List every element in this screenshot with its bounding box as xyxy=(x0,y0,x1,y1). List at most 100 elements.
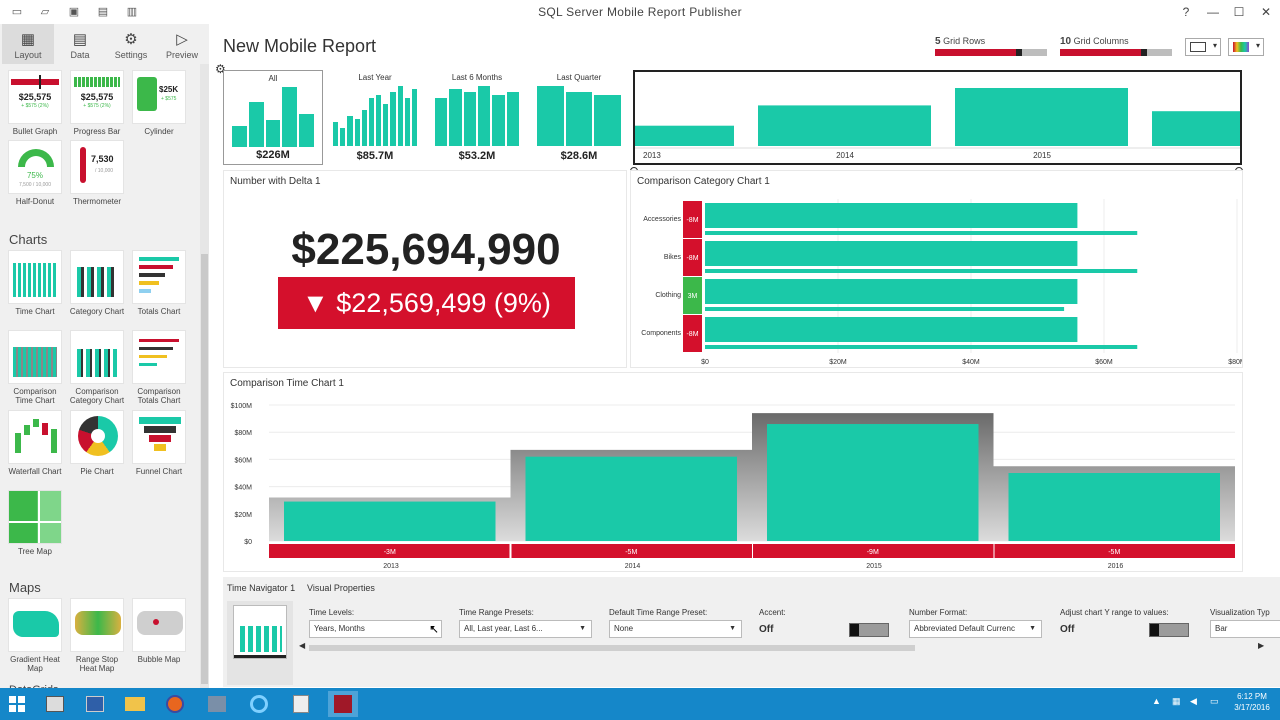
tab-visual-properties[interactable]: Visual Properties xyxy=(307,583,375,593)
report-title[interactable]: New Mobile Report xyxy=(223,36,377,56)
time-navigator-tile[interactable]: Last 6 Months $53.2M xyxy=(427,70,527,165)
timeline-year-label: 2015 xyxy=(1033,151,1051,160)
gallery-tile[interactable]: 75% 7,500 / 10,000 Half-Donut xyxy=(7,140,63,206)
bubble-map-thumb xyxy=(132,598,186,652)
comparison-category-panel[interactable]: Comparison Category Chart 1 $0 $20M $40M $6… xyxy=(630,170,1243,368)
data-tab[interactable]: ▤ Data xyxy=(54,24,106,64)
help-button[interactable]: ? xyxy=(1182,5,1190,19)
mobile-report-publisher-button[interactable] xyxy=(328,691,358,717)
x-tick-label: $20M xyxy=(829,359,847,366)
gallery-tile[interactable]: Waterfall Chart xyxy=(7,410,63,476)
visualization-type-dropdown[interactable]: Bar xyxy=(1210,620,1280,638)
time-navigator-tile[interactable]: Last Quarter $28.6M xyxy=(529,70,629,165)
accent-toggle[interactable] xyxy=(849,623,889,637)
tab-time-navigator[interactable]: Time Navigator 1 xyxy=(227,583,296,593)
time-levels-dropdown[interactable]: Years, Months ▼ xyxy=(309,620,442,638)
open-folder-icon[interactable]: ▱ xyxy=(40,6,50,18)
gallery-tile[interactable]: Category Chart xyxy=(69,250,125,316)
gallery-tile[interactable]: 7,530 / 10,000 Thermometer xyxy=(69,140,125,206)
scroll-right-icon[interactable]: ▶ xyxy=(1258,641,1265,650)
gallery-tile[interactable]: $25,575 + $575 (2%) Bullet Graph xyxy=(7,70,63,136)
gallery-tile[interactable]: Gradient Heat Map xyxy=(7,598,63,673)
nav-bar xyxy=(390,92,396,146)
network-icon[interactable]: ▦ xyxy=(1172,696,1181,706)
gallery-tile[interactable]: Time Chart xyxy=(7,250,63,316)
nav-bar xyxy=(340,128,346,146)
layout-tab[interactable]: ▦ Layout xyxy=(2,24,54,64)
category-label: Accessories xyxy=(643,216,681,223)
time-navigator-tile[interactable]: Last Year $85.7M xyxy=(325,70,425,165)
clock[interactable]: 6:12 PM 3/17/2016 xyxy=(1234,692,1270,712)
minimize-button[interactable]: — xyxy=(1207,5,1219,19)
nav-bar xyxy=(506,92,519,146)
gallery-tile[interactable]: Tree Map xyxy=(7,490,63,556)
grid-rows-slider[interactable] xyxy=(935,49,1047,56)
color-theme-dropdown[interactable]: ▾ xyxy=(1228,38,1264,56)
title-bar: ▭ ▱ ▣ ▤ ▥ SQL Server Mobile Report Publi… xyxy=(0,0,1280,24)
gallery-tile[interactable]: Comparison Totals Chart xyxy=(131,330,187,405)
accent-state: Off xyxy=(759,624,774,635)
internet-explorer-button[interactable] xyxy=(244,691,274,717)
action-center-icon[interactable]: ▭ xyxy=(1210,696,1219,706)
close-button[interactable]: ✕ xyxy=(1260,5,1272,19)
cylinder-thumb: $25K + $575 xyxy=(132,70,186,124)
volume-icon[interactable]: ◀ xyxy=(1190,696,1197,706)
gallery-tile[interactable]: Funnel Chart xyxy=(131,410,187,476)
nav-tile-bars xyxy=(435,86,519,146)
time-range-presets-dropdown[interactable]: All, Last year, Last 6... ▼ xyxy=(459,620,592,638)
timeline-bar xyxy=(955,88,1128,146)
time-navigator-tile[interactable]: All $226M xyxy=(223,70,323,165)
adjust-y-toggle[interactable] xyxy=(1149,623,1189,637)
folder-icon xyxy=(125,697,145,711)
adjust-y-state: Off xyxy=(1060,624,1075,635)
default-time-range-dropdown[interactable]: None ▼ xyxy=(609,620,742,638)
gallery-tile[interactable]: $25,575 + $575 (2%) Progress Bar xyxy=(69,70,125,136)
gallery-tile[interactable]: Comparison Time Chart xyxy=(7,330,63,405)
firefox-button[interactable] xyxy=(160,691,190,717)
preview-tab[interactable]: ▷ Preview xyxy=(156,24,208,64)
x-tick-label: $40M xyxy=(962,359,980,366)
timeline-year-label: 2013 xyxy=(643,151,661,160)
gallery-tile[interactable]: Bubble Map xyxy=(131,598,187,664)
grid-columns-slider[interactable] xyxy=(1060,49,1172,56)
nav-bar xyxy=(354,119,360,146)
grid-columns-control[interactable]: 10 Grid Columns xyxy=(1060,36,1172,56)
properties-scrollbar[interactable] xyxy=(309,645,915,651)
save-as-icon[interactable]: ▤ xyxy=(97,6,109,18)
number-with-delta-panel[interactable]: Number with Delta 1 $225,694,990 ▼ $22,5… xyxy=(223,170,627,368)
settings-tab[interactable]: ⚙ Settings xyxy=(105,24,157,64)
charts-section-header: Charts xyxy=(9,232,48,247)
nav-bar xyxy=(449,89,462,146)
document-button[interactable] xyxy=(286,691,316,717)
sidebar-scrollbar[interactable] xyxy=(200,64,209,688)
new-file-icon[interactable]: ▭ xyxy=(11,6,23,18)
start-button[interactable] xyxy=(2,691,32,717)
gallery-tile[interactable]: Comparison Category Chart xyxy=(69,330,125,405)
file-explorer-button[interactable] xyxy=(120,691,150,717)
gallery-tile[interactable]: $25K + $575 Cylinder xyxy=(131,70,187,136)
settings-gear-icon[interactable]: ⚙ xyxy=(215,62,226,76)
device-layout-dropdown[interactable]: ▾ xyxy=(1185,38,1221,56)
delta-label: -8M xyxy=(686,217,698,224)
tray-up-icon[interactable]: ▲ xyxy=(1152,696,1161,706)
big-number: $225,694,990 xyxy=(291,225,561,274)
pie-chart-thumb xyxy=(70,410,124,464)
gallery-tile[interactable]: Pie Chart xyxy=(69,410,125,476)
maximize-button[interactable]: ☐ xyxy=(1233,5,1245,19)
comparison-time-panel[interactable]: Comparison Time Chart 1 $100M $80M $60M $40… xyxy=(223,372,1243,572)
powershell-button[interactable] xyxy=(80,691,110,717)
time-navigator-timeline[interactable]: 2013 2014 2015 xyxy=(633,70,1280,165)
server-manager-button[interactable] xyxy=(40,691,70,717)
tools-button[interactable] xyxy=(202,691,232,717)
publish-icon[interactable]: ▥ xyxy=(126,6,138,18)
half-donut-thumb: 75% 7,500 / 10,000 xyxy=(8,140,62,194)
scroll-left-icon[interactable]: ◀ xyxy=(299,641,306,650)
gallery-tile[interactable]: Totals Chart xyxy=(131,250,187,316)
category-label: Bikes xyxy=(664,254,682,261)
gallery-tile[interactable]: Range Stop Heat Map xyxy=(69,598,125,673)
number-format-dropdown[interactable]: Abbreviated Default Currenc ▼ xyxy=(909,620,1042,638)
save-icon[interactable]: ▣ xyxy=(68,6,80,18)
comparison-totals-chart-thumb xyxy=(132,330,186,384)
scrollbar-thumb[interactable] xyxy=(201,254,208,684)
grid-rows-control[interactable]: 5 Grid Rows xyxy=(935,36,1047,56)
